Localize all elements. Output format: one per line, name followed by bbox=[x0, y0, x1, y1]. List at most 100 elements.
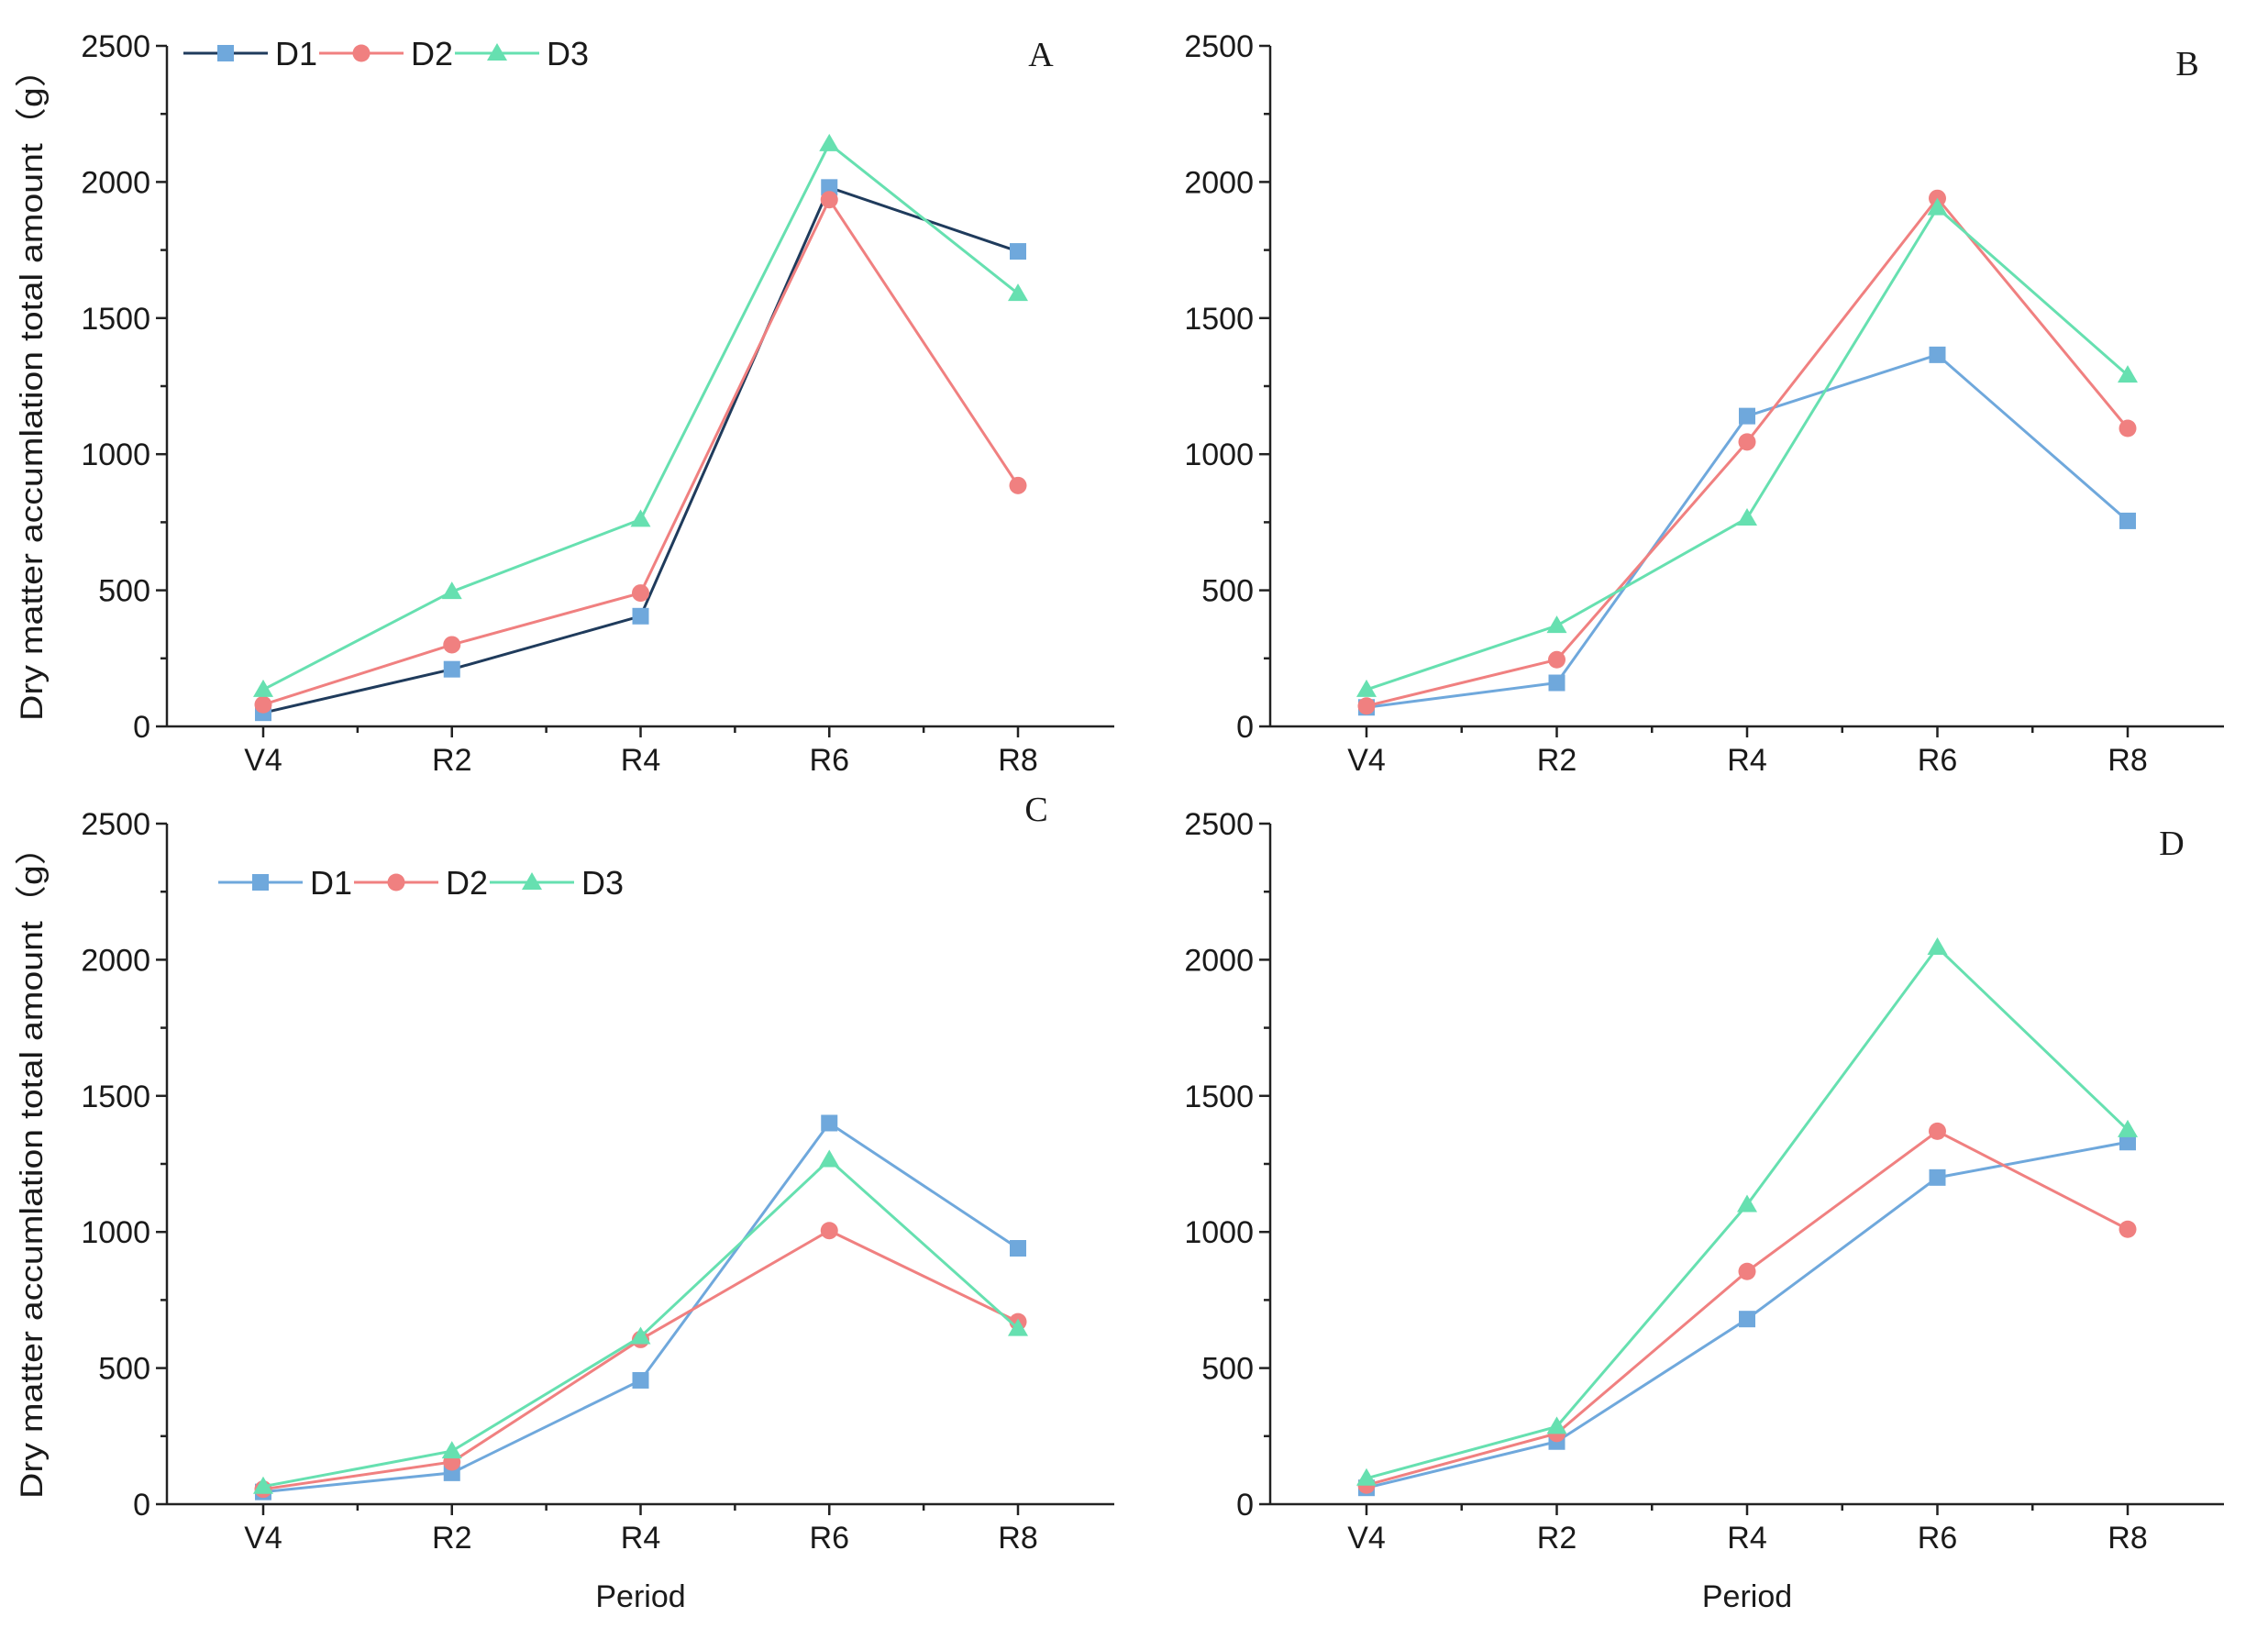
x-tick-label: R4 bbox=[1727, 1521, 1766, 1556]
data-point bbox=[1738, 433, 1756, 451]
series-line-d3 bbox=[1366, 945, 2130, 1480]
legend-item-d2: D2 bbox=[354, 864, 488, 902]
x-tick-label: R2 bbox=[432, 743, 471, 778]
chart-panel-b: 0 500 1000 1500 2000 2500 V4 R2 R4 R6 R8 B bbox=[1184, 29, 2224, 778]
series-line-d2 bbox=[262, 196, 1020, 706]
y-tick-label: 500 bbox=[1201, 574, 1254, 609]
data-point bbox=[2118, 1119, 2138, 1137]
data-point bbox=[1929, 1168, 1946, 1186]
legend: D1 D2 D3 bbox=[218, 864, 624, 902]
x-axis-title: Period bbox=[595, 1579, 685, 1614]
x-tick-label: V4 bbox=[244, 743, 282, 778]
data-point bbox=[1008, 283, 1028, 302]
y-tick-label: 2000 bbox=[81, 943, 150, 978]
y-tick-label: 2500 bbox=[81, 29, 150, 64]
y-tick-label: 500 bbox=[98, 1352, 150, 1387]
x-tick-label: R6 bbox=[1918, 1521, 1957, 1556]
y-tick-label: 2500 bbox=[81, 807, 150, 842]
data-point bbox=[632, 584, 649, 603]
x-tick-label: R4 bbox=[1727, 743, 1766, 778]
series-d1 bbox=[255, 1114, 1026, 1501]
series-d2 bbox=[1357, 189, 2137, 715]
x-tick-label: R6 bbox=[810, 743, 849, 778]
panel-label: A bbox=[1028, 36, 1054, 74]
data-point bbox=[1738, 1262, 1756, 1280]
data-point bbox=[2119, 512, 2136, 529]
x-tick-label: R8 bbox=[998, 743, 1037, 778]
legend-marker bbox=[252, 874, 269, 891]
legend-marker bbox=[352, 44, 371, 62]
panel-label: D bbox=[2159, 825, 2184, 863]
x-tick-label: R8 bbox=[998, 1521, 1037, 1556]
x-tick-label: R8 bbox=[2108, 1521, 2147, 1556]
y-tick-label: 1500 bbox=[81, 1080, 150, 1114]
series-d1 bbox=[1358, 1134, 2136, 1497]
data-point bbox=[1927, 937, 1948, 956]
data-point bbox=[1010, 1240, 1026, 1257]
y-tick-label: 2000 bbox=[81, 165, 150, 200]
legend-marker bbox=[387, 873, 405, 892]
data-point bbox=[1737, 507, 1757, 526]
data-point bbox=[1737, 1194, 1757, 1213]
data-point bbox=[1357, 697, 1376, 715]
y-tick-label: 1500 bbox=[81, 302, 150, 337]
data-point bbox=[1739, 1311, 1755, 1328]
data-point bbox=[632, 607, 649, 625]
data-point bbox=[819, 133, 840, 151]
x-tick-label: R6 bbox=[1918, 743, 1957, 778]
panel-label: B bbox=[2175, 45, 2198, 83]
panel-label: C bbox=[1024, 791, 1047, 829]
legend-item-d1: D1 bbox=[218, 864, 352, 902]
series-d2 bbox=[254, 191, 1027, 714]
y-tick-label: 2500 bbox=[1184, 807, 1254, 842]
data-point bbox=[1009, 476, 1027, 494]
data-point bbox=[1546, 615, 1567, 634]
x-tick-label: R6 bbox=[810, 1521, 849, 1556]
data-point bbox=[821, 179, 838, 196]
data-point bbox=[1927, 197, 1948, 216]
data-point bbox=[819, 1149, 840, 1168]
series-line-d2 bbox=[262, 1229, 1019, 1491]
y-tick-label: 2000 bbox=[1184, 165, 1254, 200]
x-tick-label: R4 bbox=[621, 1521, 660, 1556]
data-point bbox=[1739, 407, 1755, 425]
data-point bbox=[253, 1476, 273, 1494]
legend-label: D2 bbox=[446, 864, 488, 902]
data-point bbox=[1548, 650, 1565, 669]
data-point bbox=[820, 191, 838, 209]
series-d1 bbox=[255, 179, 1026, 722]
y-axis-title: Dry matter accumlation total amount（g） bbox=[15, 51, 50, 721]
y-axis-title: Dry matter accumlation total amount（g） bbox=[15, 829, 50, 1499]
series-line-d1 bbox=[262, 185, 1019, 714]
y-tick-label: 0 bbox=[1236, 1488, 1254, 1523]
data-point bbox=[441, 1441, 462, 1459]
data-point bbox=[1356, 1467, 1377, 1486]
series-line-d1 bbox=[262, 1121, 1019, 1494]
data-point bbox=[441, 581, 462, 600]
y-tick-label: 0 bbox=[133, 710, 150, 745]
data-point bbox=[253, 679, 273, 697]
legend-marker bbox=[217, 45, 234, 61]
legend-item-d2: D2 bbox=[319, 35, 453, 72]
legend: D1 D2 D3 bbox=[183, 35, 589, 72]
data-point bbox=[2118, 365, 2138, 383]
data-point bbox=[443, 636, 461, 654]
data-point bbox=[1929, 346, 1946, 363]
legend-label: D3 bbox=[581, 864, 624, 902]
x-tick-label: R2 bbox=[1537, 743, 1577, 778]
y-tick-label: 1000 bbox=[1184, 437, 1254, 472]
y-tick-label: 1000 bbox=[1184, 1215, 1254, 1250]
data-point bbox=[1548, 674, 1565, 692]
y-tick-label: 1500 bbox=[1184, 1080, 1254, 1114]
y-tick-label: 1500 bbox=[1184, 302, 1254, 337]
y-tick-label: 0 bbox=[133, 1488, 150, 1523]
data-point bbox=[820, 1222, 838, 1240]
series-d2 bbox=[254, 1222, 1027, 1499]
y-tick-label: 2500 bbox=[1184, 29, 1254, 64]
series-d3 bbox=[253, 1149, 1028, 1494]
legend-marker bbox=[487, 43, 507, 61]
series-line-d3 bbox=[262, 141, 1019, 692]
data-point bbox=[443, 660, 460, 678]
y-tick-label: 1000 bbox=[81, 1215, 150, 1250]
